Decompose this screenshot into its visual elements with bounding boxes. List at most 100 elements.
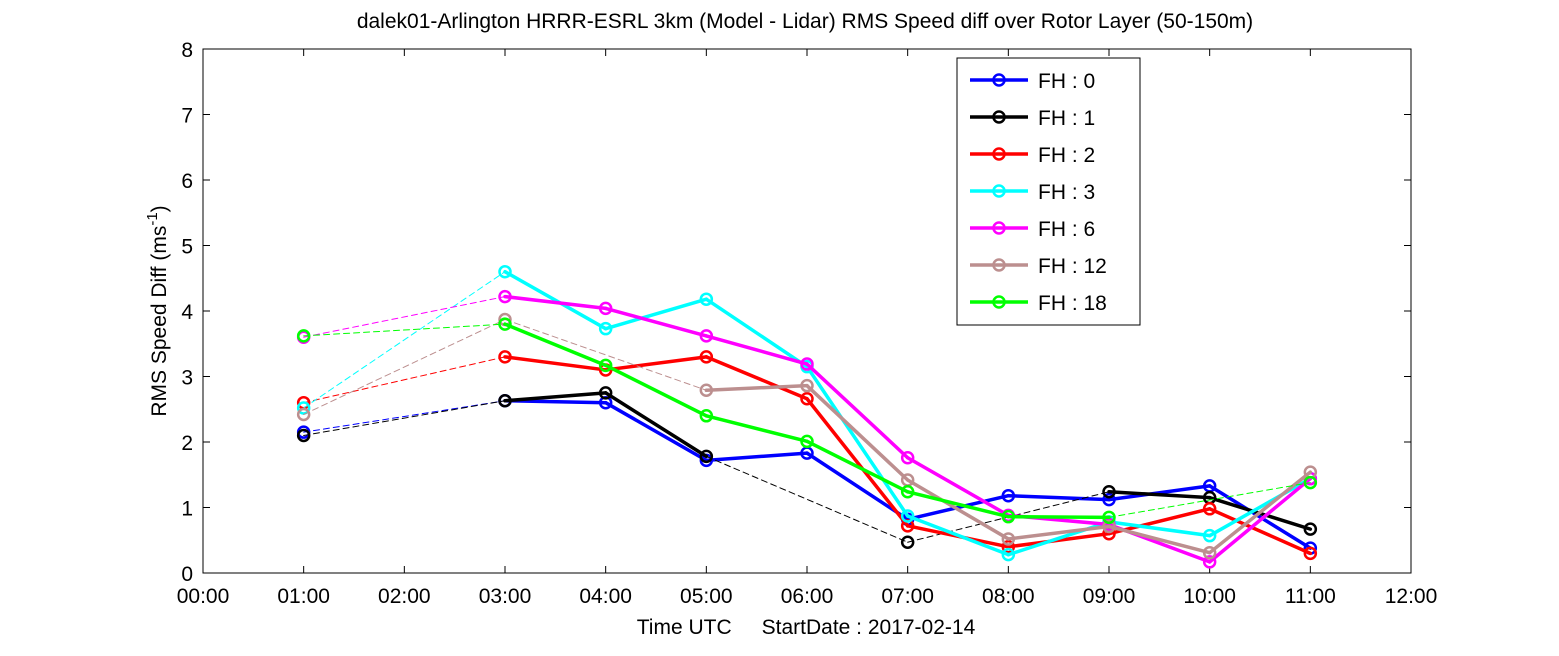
x-axis-label-text: Time UTC	[637, 616, 732, 639]
legend-marker	[992, 221, 1006, 235]
series-line-segment	[805, 362, 910, 460]
series-line-segment	[1207, 476, 1313, 538]
data-point-marker	[498, 393, 512, 408]
legend: FH : 0 FH : 1 FH : 2 FH : 3 FH : 6 FH : 12 FH …	[956, 57, 1141, 326]
series-gap-segment	[303, 296, 506, 338]
data-point-marker	[498, 350, 512, 364]
series-gap-segment	[303, 400, 506, 436]
series-line-segment	[603, 391, 709, 459]
data-point-marker	[598, 301, 613, 316]
series-gap-segment	[303, 356, 506, 404]
series-line-segment	[503, 355, 608, 372]
data-point-marker	[900, 535, 915, 549]
data-point-marker	[498, 289, 512, 304]
series-line-segment	[1107, 520, 1212, 538]
data-point-marker	[598, 358, 613, 373]
data-point-marker	[800, 378, 814, 393]
data-point-marker	[296, 407, 311, 422]
series-gap-segment	[303, 323, 506, 337]
series-gap-segment	[303, 271, 506, 409]
series-fh-2	[296, 350, 1318, 561]
data-point-marker	[1102, 510, 1116, 525]
data-point-marker	[699, 329, 714, 343]
series-line-segment	[805, 383, 910, 482]
data-point-marker	[800, 357, 814, 371]
x-axis: 00:00 01:00 02:00 03:00 04:00 05:00 06:00 07:00…	[177, 49, 1438, 608]
series-line-segment	[905, 490, 1011, 519]
data-point-marker	[498, 317, 512, 331]
y-tick-label: 6	[181, 170, 193, 193]
y-tick-label: 3	[181, 367, 193, 390]
data-point-marker	[900, 509, 915, 523]
series-line-segment	[503, 322, 608, 368]
series-line-segment	[1207, 470, 1313, 555]
series-gap-segment	[303, 400, 506, 433]
data-point-marker	[1001, 540, 1016, 554]
series-line-segment	[704, 334, 809, 366]
y-tick-label: 2	[181, 432, 193, 455]
data-point-marker	[1202, 545, 1217, 560]
data-point-marker	[1303, 475, 1318, 490]
series-line-segment	[1006, 531, 1111, 549]
plot-area	[202, 48, 1412, 574]
series-line-segment	[503, 269, 608, 331]
legend-label: FH : 2	[1038, 144, 1095, 167]
x-tick-label: 10:00	[1183, 585, 1236, 608]
data-point-marker	[1001, 532, 1016, 546]
series-line-segment	[1006, 524, 1111, 541]
data-point-marker	[296, 428, 311, 443]
series-line-segment	[704, 451, 809, 463]
x-axis-label: Time UTC StartDate : 2017-02-14	[637, 616, 976, 639]
series-line-segment	[603, 306, 709, 338]
plot-frame	[202, 48, 1412, 574]
legend-marker	[992, 258, 1006, 272]
data-point-marker	[1102, 519, 1116, 534]
data-point-marker	[900, 485, 915, 499]
data-point-marker	[1102, 492, 1116, 507]
data-point-marker	[699, 350, 714, 364]
data-point-marker	[1102, 485, 1116, 499]
series-fh-18	[296, 317, 1318, 525]
series-gap-segment	[504, 319, 707, 391]
data-point-marker	[900, 450, 915, 465]
y-axis-label-close: )	[148, 205, 171, 212]
x-axis-date-label: StartDate : 2017-02-14	[762, 616, 976, 639]
data-point-marker	[1202, 555, 1217, 569]
y-tick-label: 7	[181, 105, 193, 128]
series-line-segment	[704, 414, 809, 444]
series-line-segment	[905, 478, 1011, 541]
x-tick-label: 02:00	[378, 585, 431, 608]
y-tick-label: 5	[181, 236, 193, 259]
data-point-marker	[699, 383, 714, 398]
data-point-marker	[699, 449, 714, 464]
series-line-segment	[1006, 493, 1111, 502]
data-point-marker	[699, 409, 714, 423]
legend-marker	[992, 184, 1006, 198]
y-tick-label: 0	[181, 563, 193, 586]
legend-marker	[992, 73, 1006, 87]
series-line-segment	[603, 297, 709, 331]
series-gap-segment	[705, 455, 909, 543]
series-line-segment	[704, 297, 809, 369]
series-line-segment	[1107, 484, 1212, 502]
data-point-marker	[1001, 509, 1016, 524]
series-line-segment	[603, 355, 709, 372]
y-axis: 0 1 2 3 4 5 6 7 8	[181, 39, 1411, 586]
x-tick-label: 12:00	[1385, 585, 1438, 608]
series-line-segment	[503, 391, 608, 403]
series-line-segment	[704, 355, 809, 401]
legend-label: FH : 6	[1038, 218, 1095, 241]
series-line-segment	[805, 397, 910, 528]
x-tick-label: 05:00	[680, 585, 733, 608]
data-point-marker	[598, 386, 613, 400]
series-line-segment	[1006, 514, 1111, 520]
data-point-marker	[1001, 488, 1016, 503]
data-point-marker	[296, 401, 311, 415]
data-point-marker	[1303, 546, 1318, 561]
series-line-segment	[905, 514, 1011, 557]
x-tick-label: 07:00	[881, 585, 934, 608]
data-point-marker	[800, 434, 814, 449]
legend-marker	[992, 147, 1006, 161]
x-tick-label: 04:00	[579, 585, 632, 608]
